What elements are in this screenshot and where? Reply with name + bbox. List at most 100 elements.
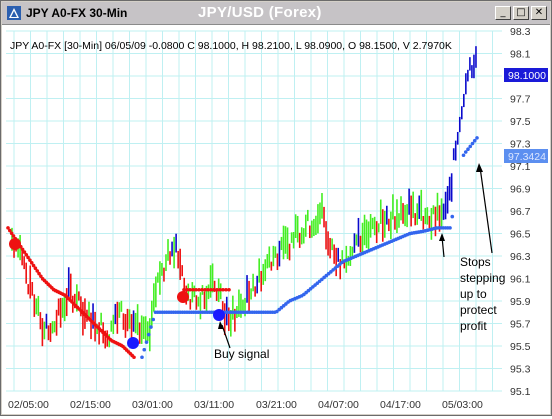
- buy-signal-dot: [213, 309, 225, 321]
- sell-stop-dot: [39, 274, 43, 279]
- stop-dot: [472, 138, 477, 143]
- y-axis-labels: 98.398.197.997.797.597.397.196.996.796.5…: [510, 26, 531, 398]
- stops-line: stepping: [460, 271, 505, 285]
- stop-dot: [470, 141, 475, 146]
- sell-stop-dot: [218, 287, 222, 292]
- sell-stop-dot: [212, 287, 216, 292]
- title-bar[interactable]: JPY A0-FX 30-Min JPY/USD (Forex) _ □ ✕: [2, 2, 550, 25]
- sell-stop-dot: [28, 258, 32, 262]
- last-price-label: 98.1000: [508, 70, 546, 82]
- maximize-icon: □: [516, 7, 526, 18]
- price-bars: [11, 46, 477, 352]
- close-button[interactable]: ✕: [531, 6, 547, 20]
- sell-stop-dot: [22, 250, 27, 254]
- symbol-title: JPY A0-FX 30-Min: [26, 6, 128, 20]
- y-tick-label: 97.5: [510, 116, 531, 128]
- stop-dot: [450, 214, 455, 219]
- stop-price-label: 97.3424: [508, 151, 546, 163]
- sell-stop-dot: [215, 287, 219, 292]
- sell-stop-dot: [6, 226, 10, 230]
- minimize-icon: _: [500, 7, 506, 18]
- sell-stop-dot: [227, 287, 231, 292]
- x-tick-label: 03/11:00: [194, 399, 234, 411]
- sell-stop-dot: [8, 228, 12, 233]
- sell-stop-dot: [31, 263, 36, 268]
- sell-stop-dot: [9, 231, 14, 236]
- x-tick-label: 03/01:00: [132, 399, 173, 411]
- sell-stop-dot: [24, 252, 29, 257]
- sell-stop-dot: [206, 287, 210, 292]
- maximize-button[interactable]: □: [513, 6, 529, 20]
- minimize-button[interactable]: _: [495, 6, 511, 20]
- y-tick-label: 98.3: [510, 26, 531, 38]
- sell-stop-dot: [37, 271, 41, 276]
- stops-arrow-2: [479, 166, 493, 254]
- buy-signal-label: Buy signal: [214, 347, 269, 361]
- stop-dot: [448, 226, 452, 230]
- sell-stop-dot: [203, 287, 207, 292]
- sell-stop-dot: [224, 287, 228, 292]
- y-tick-label: 96.9: [510, 184, 531, 196]
- sell-stop-dot: [194, 287, 198, 292]
- price-chart[interactable]: JPY A0-FX [30-Min] 06/05/09 -0.0800 C 98…: [2, 25, 550, 414]
- sell-stop-dot: [26, 255, 30, 260]
- y-tick-label: 96.3: [510, 251, 531, 263]
- y-tick-label: 97.1: [510, 161, 531, 173]
- x-tick-label: 02/15:00: [70, 399, 111, 411]
- x-tick-label: 05/03:00: [442, 399, 483, 411]
- y-tick-label: 95.7: [510, 319, 531, 331]
- stops-arrow-1-head: [439, 233, 445, 241]
- stop-dot: [144, 340, 149, 344]
- chart-area[interactable]: JPY A0-FX [30-Min] 06/05/09 -0.0800 C 98…: [2, 25, 550, 414]
- sell-stop-dot: [200, 287, 204, 292]
- info-line: JPY A0-FX [30-Min] 06/05/09 -0.0800 C 98…: [10, 40, 452, 52]
- stop-dot: [461, 153, 466, 158]
- stops-line: Stops: [460, 255, 491, 269]
- stop-dot: [149, 325, 153, 329]
- sell-stop-dot: [188, 287, 192, 292]
- sell-stop-dot: [132, 355, 136, 360]
- sell-stop-dot: [221, 287, 225, 292]
- stops-line: profit: [460, 319, 487, 333]
- sell-stop-dot: [33, 266, 38, 271]
- stops-line: protect: [460, 303, 497, 317]
- app-triangle-icon: [7, 6, 21, 20]
- buy-signal-dot: [127, 337, 139, 349]
- buy-arrow-head: [218, 321, 224, 329]
- y-tick-label: 96.1: [510, 274, 531, 286]
- stop-dot: [463, 150, 468, 154]
- sell-stop-dot: [197, 287, 201, 292]
- stops-arrow-2-head: [476, 163, 483, 172]
- x-tick-label: 04/17:00: [380, 399, 421, 411]
- close-icon: ✕: [534, 7, 544, 18]
- sell-stop-dot: [191, 287, 195, 292]
- y-tick-label: 95.3: [510, 364, 531, 376]
- stop-dot: [151, 317, 156, 322]
- sell-stop-dots: [6, 226, 231, 360]
- sell-signal-dot: [177, 291, 189, 303]
- sell-stop-dot: [185, 287, 189, 292]
- stop-dots: [140, 136, 479, 360]
- sell-stop-dot: [209, 287, 213, 292]
- y-tick-label: 96.5: [510, 229, 531, 241]
- sell-stop-dot: [20, 247, 25, 252]
- y-tick-label: 98.1: [510, 49, 531, 61]
- x-axis-labels: 02/05:00 02/15:00 03/01:00 03/11:00 03/21:00…: [8, 399, 483, 411]
- y-tick-label: 95.1: [510, 386, 531, 398]
- sell-stop-dot: [35, 269, 40, 273]
- y-tick-label: 95.5: [510, 341, 531, 353]
- stop-price-box: [504, 149, 548, 163]
- y-tick-label: 97.7: [510, 94, 531, 106]
- stop-dot: [475, 136, 479, 140]
- y-tick-label: 95.9: [510, 296, 531, 308]
- sell-stop-dot: [29, 261, 34, 265]
- stops-line: up to: [460, 287, 487, 301]
- x-tick-label: 02/05:00: [8, 399, 49, 411]
- y-tick-label: 96.7: [510, 206, 531, 218]
- stop-dot: [142, 347, 147, 352]
- sell-stop-dot: [182, 287, 186, 292]
- chart-title: JPY/USD (Forex): [198, 4, 322, 21]
- sell-signal-dot: [9, 238, 21, 250]
- stops-annotation: Stops stepping up to protect profit: [460, 255, 505, 333]
